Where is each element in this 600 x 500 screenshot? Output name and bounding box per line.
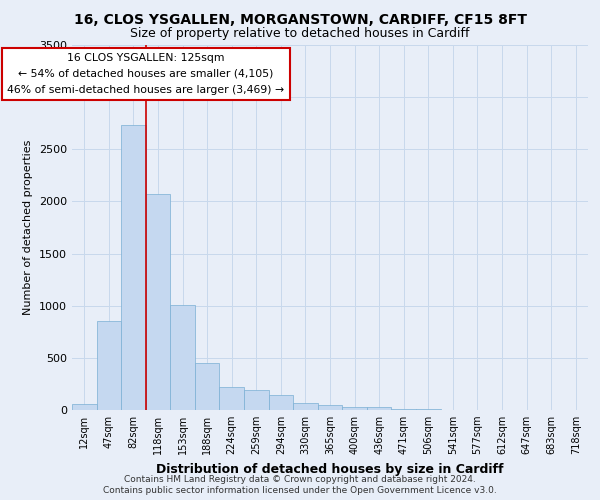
X-axis label: Distribution of detached houses by size in Cardiff: Distribution of detached houses by size … — [156, 462, 504, 475]
Bar — [146, 194, 170, 410]
Text: Contains public sector information licensed under the Open Government Licence v3: Contains public sector information licen… — [103, 486, 497, 495]
Bar — [342, 407, 367, 410]
Bar — [72, 404, 97, 410]
Text: 16 CLOS YSGALLEN: 125sqm
← 54% of detached houses are smaller (4,105)
46% of sem: 16 CLOS YSGALLEN: 125sqm ← 54% of detach… — [7, 54, 284, 94]
Bar — [121, 126, 146, 410]
Bar — [170, 305, 195, 410]
Bar — [293, 403, 318, 410]
Bar — [220, 387, 244, 410]
Text: 16, CLOS YSGALLEN, MORGANSTOWN, CARDIFF, CF15 8FT: 16, CLOS YSGALLEN, MORGANSTOWN, CARDIFF,… — [74, 12, 527, 26]
Bar — [269, 396, 293, 410]
Y-axis label: Number of detached properties: Number of detached properties — [23, 140, 34, 315]
Text: Contains HM Land Registry data © Crown copyright and database right 2024.: Contains HM Land Registry data © Crown c… — [124, 475, 476, 484]
Bar — [244, 390, 269, 410]
Bar — [318, 405, 342, 410]
Bar — [391, 409, 416, 410]
Bar — [195, 362, 220, 410]
Bar — [97, 322, 121, 410]
Text: Size of property relative to detached houses in Cardiff: Size of property relative to detached ho… — [130, 28, 470, 40]
Bar — [367, 408, 391, 410]
